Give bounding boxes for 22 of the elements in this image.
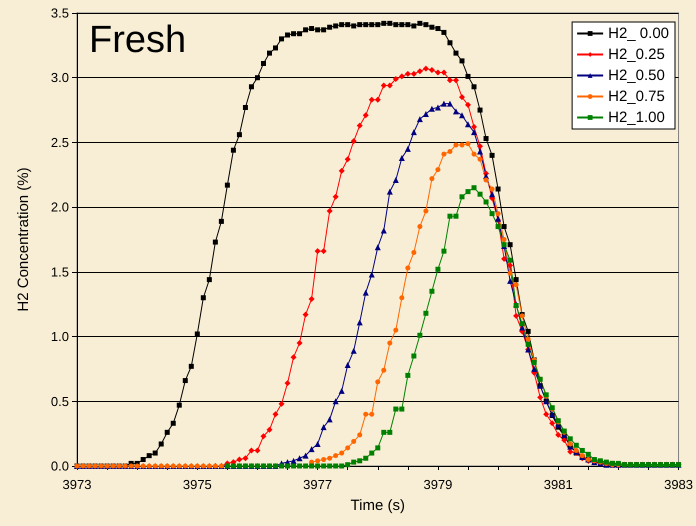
y-tick-label: 2.0 bbox=[50, 200, 69, 215]
chart-title: Fresh bbox=[89, 19, 186, 61]
x-tick-label: 3973 bbox=[62, 477, 92, 492]
x-tick-label: 3981 bbox=[544, 477, 573, 492]
y-tick-label: 1.0 bbox=[50, 329, 69, 344]
y-tick-label: 0.0 bbox=[50, 458, 69, 474]
x-tick-label: 3983 bbox=[664, 477, 693, 492]
legend-label: H2_0.75 bbox=[608, 88, 665, 105]
legend-label: H2_0.50 bbox=[608, 67, 665, 84]
x-axis-title: Time (s) bbox=[350, 497, 405, 514]
x-tick-label: 3977 bbox=[303, 477, 332, 492]
legend-label: H2_0.25 bbox=[608, 46, 665, 63]
x-tick-label: 3979 bbox=[423, 477, 452, 492]
y-tick-label: 2.5 bbox=[50, 134, 69, 150]
y-tick-label: 3.0 bbox=[50, 70, 69, 86]
legend-label: H2_ 0.00 bbox=[608, 25, 670, 42]
y-tick-label: 0.5 bbox=[50, 394, 69, 409]
legend-label: H2_1.00 bbox=[608, 109, 665, 126]
y-tick-label: 1.5 bbox=[50, 264, 69, 280]
y-tick-label: 3.5 bbox=[50, 6, 69, 20]
x-tick-label: 3975 bbox=[182, 477, 212, 492]
y-axis-title: H2 Concentration (%) bbox=[15, 167, 32, 312]
